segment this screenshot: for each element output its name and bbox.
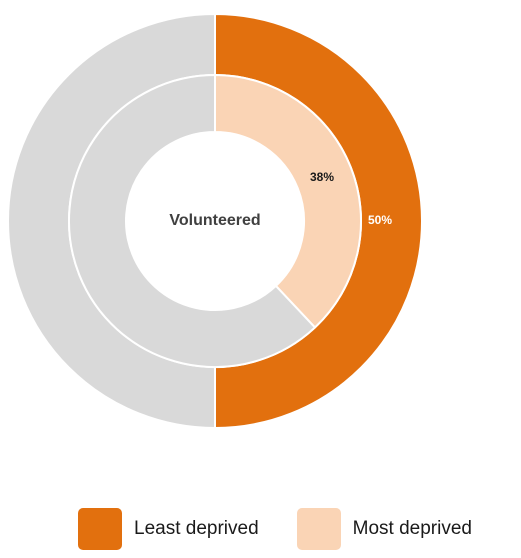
slice-most-deprived-remainder: [68, 73, 317, 368]
legend-item-most-deprived: Most deprived: [296, 508, 472, 550]
legend-label: Most deprived: [352, 518, 472, 539]
legend-swatch-least-deprived: [78, 508, 122, 550]
legend-item-least-deprived: Least deprived: [78, 508, 259, 550]
legend-swatch-most-deprived: [296, 508, 341, 550]
outer-data-label: 50%: [368, 213, 392, 227]
inner-ring: [68, 73, 362, 368]
center-label: Volunteered: [169, 212, 260, 229]
legend: Least deprived Most deprived: [78, 508, 510, 550]
slice-most-deprived: [214, 73, 362, 329]
legend-label: Least deprived: [134, 518, 259, 539]
inner-data-label: 38%: [310, 170, 334, 184]
